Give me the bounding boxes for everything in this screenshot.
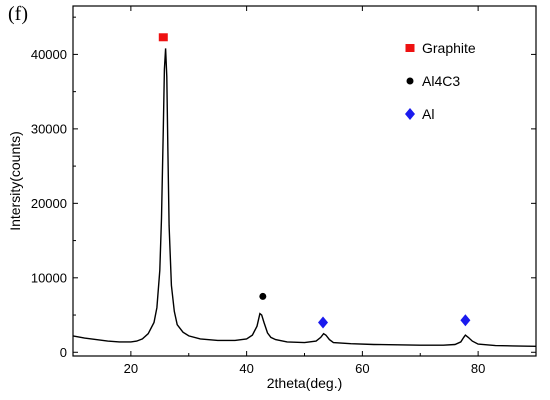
x-axis-ticks: 20 40 60 80	[72, 6, 537, 376]
circle-marker	[406, 77, 414, 85]
legend-marker-graphite	[405, 44, 415, 52]
legend-label-al4c3: Al4C3	[422, 73, 460, 89]
y-axis-title: Intersity(counts)	[7, 131, 23, 231]
peak-marker-al	[460, 314, 471, 327]
y-axis-ticks: 0 10000 20000 30000 40000	[31, 16, 536, 360]
y-tick-label: 10000	[31, 270, 67, 285]
x-tick-label: 80	[471, 361, 485, 376]
legend: Graphite Al4C3 Al	[405, 40, 476, 122]
x-tick-label: 40	[239, 361, 253, 376]
circle-marker	[259, 292, 267, 300]
diamond-marker	[460, 314, 471, 327]
plot-frame	[72, 5, 537, 357]
peak-marker-al4c3	[259, 292, 267, 300]
legend-marker-al4c3	[406, 77, 414, 85]
y-tick-label: 20000	[31, 196, 67, 211]
peak-markers	[158, 33, 471, 329]
peak-marker-graphite	[158, 33, 168, 42]
x-axis-title: 2theta(deg.)	[267, 375, 343, 391]
y-tick-label: 40000	[31, 47, 67, 62]
legend-label-al: Al	[422, 106, 434, 122]
peak-marker-al	[318, 316, 329, 329]
panel-label: (f)	[8, 3, 28, 25]
legend-marker-al	[405, 108, 415, 120]
square-marker	[158, 33, 168, 42]
y-tick-label: 0	[60, 345, 67, 360]
diamond-marker	[318, 316, 329, 329]
diffraction-pattern-line	[72, 48, 537, 347]
legend-label-graphite: Graphite	[422, 40, 476, 56]
x-tick-label: 60	[355, 361, 369, 376]
x-tick-label: 20	[124, 361, 138, 376]
y-tick-label: 30000	[31, 121, 67, 136]
diamond-marker	[405, 108, 415, 120]
square-marker	[405, 44, 415, 52]
